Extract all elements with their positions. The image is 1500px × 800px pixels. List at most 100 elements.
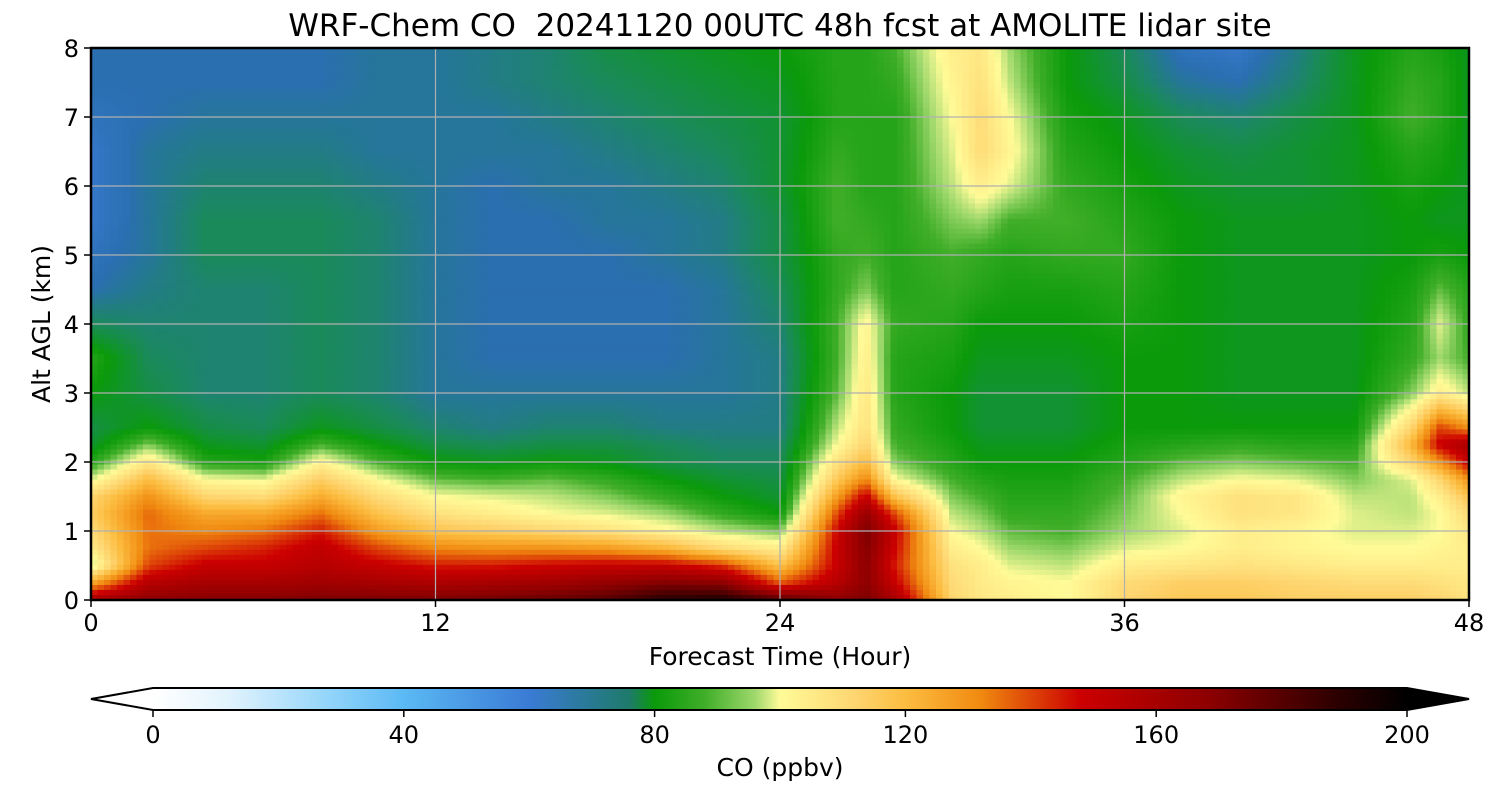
heatmap-cell [1242, 68, 1249, 74]
heatmap-cell [728, 88, 735, 94]
heatmap-cell [1079, 88, 1086, 94]
heatmap-cell [189, 73, 196, 79]
heatmap-cell [1008, 98, 1015, 104]
heatmap-cell [169, 108, 176, 114]
heatmap-cell [514, 58, 521, 64]
heatmap-cell [1313, 53, 1320, 59]
heatmap-cell [1053, 88, 1060, 94]
heatmap-cell [728, 73, 735, 79]
heatmap-cell [832, 108, 839, 114]
heatmap-cell [507, 78, 514, 84]
heatmap-cell [624, 108, 631, 114]
heatmap-cell [540, 58, 547, 64]
heatmap-cell [1274, 88, 1281, 94]
heatmap-cell [936, 113, 943, 119]
heatmap-cell [111, 98, 118, 104]
heatmap-cell [1092, 78, 1099, 84]
heatmap-cell [1151, 78, 1158, 84]
heatmap-cell [208, 118, 215, 124]
heatmap-cell [1443, 58, 1450, 64]
heatmap-cell [741, 58, 748, 64]
heatmap-cell [1053, 68, 1060, 74]
heatmap-cell [501, 93, 508, 99]
heatmap-cell [1307, 88, 1314, 94]
heatmap-cell [1112, 83, 1119, 89]
heatmap-cell [891, 63, 898, 69]
heatmap-cell [1313, 108, 1320, 114]
heatmap-cell [1430, 68, 1437, 74]
heatmap-cell [195, 93, 202, 99]
heatmap-cell [254, 78, 261, 84]
heatmap-cell [1372, 83, 1379, 89]
heatmap-cell [273, 58, 280, 64]
heatmap-cell [260, 58, 267, 64]
heatmap-cell [98, 83, 105, 89]
heatmap-cell [670, 93, 677, 99]
heatmap-cell [1294, 103, 1301, 109]
heatmap-cell [1190, 63, 1197, 69]
heatmap-cell [696, 53, 703, 59]
heatmap-cell [982, 53, 989, 59]
heatmap-cell [260, 118, 267, 124]
heatmap-cell [592, 68, 599, 74]
heatmap-cell [839, 93, 846, 99]
heatmap-cell [572, 78, 579, 84]
heatmap-cell [1170, 93, 1177, 99]
heatmap-cell [234, 98, 241, 104]
heatmap-cell [618, 53, 625, 59]
heatmap-cell [845, 68, 852, 74]
heatmap-cell [403, 53, 410, 59]
heatmap-cell [1424, 53, 1431, 59]
heatmap-cell [358, 103, 365, 109]
heatmap-cell [644, 88, 651, 94]
heatmap-cell [930, 113, 937, 119]
heatmap-cell [748, 88, 755, 94]
heatmap-cell [982, 103, 989, 109]
heatmap-cell [995, 78, 1002, 84]
heatmap-cell [1060, 68, 1067, 74]
heatmap-cell [221, 78, 228, 84]
heatmap-cell [819, 53, 826, 59]
heatmap-cell [527, 53, 534, 59]
heatmap-cell [1183, 83, 1190, 89]
heatmap-cell [364, 78, 371, 84]
heatmap-cell [982, 83, 989, 89]
heatmap-cell [267, 93, 274, 99]
heatmap-cell [865, 88, 872, 94]
heatmap-cell [1261, 83, 1268, 89]
heatmap-cell [1190, 58, 1197, 64]
heatmap-cell [566, 113, 573, 119]
heatmap-cell [1300, 53, 1307, 59]
heatmap-cell [767, 78, 774, 84]
heatmap-cell [793, 83, 800, 89]
heatmap-cell [1060, 103, 1067, 109]
heatmap-cell [813, 63, 820, 69]
heatmap-cell [293, 73, 300, 79]
heatmap-cell [1235, 88, 1242, 94]
heatmap-cell [1105, 58, 1112, 64]
heatmap-cell [455, 53, 462, 59]
heatmap-cell [761, 83, 768, 89]
heatmap-cell [1177, 83, 1184, 89]
heatmap-cell [566, 63, 573, 69]
heatmap-cell [1196, 58, 1203, 64]
heatmap-cell [1300, 58, 1307, 64]
heatmap-cell [423, 113, 430, 119]
heatmap-cell [436, 108, 443, 114]
heatmap-cell [221, 58, 228, 64]
heatmap-cell [481, 78, 488, 84]
heatmap-cell [1092, 88, 1099, 94]
heatmap-cell [1131, 108, 1138, 114]
heatmap-cell [540, 78, 547, 84]
heatmap-cell [728, 53, 735, 59]
heatmap-cell [826, 53, 833, 59]
heatmap-cell [319, 63, 326, 69]
heatmap-cell [1261, 53, 1268, 59]
heatmap-cell [579, 73, 586, 79]
heatmap-cell [735, 68, 742, 74]
heatmap-cell [345, 98, 352, 104]
heatmap-cell [156, 93, 163, 99]
heatmap-cell [1391, 78, 1398, 84]
heatmap-cell [715, 73, 722, 79]
heatmap-cell [540, 63, 547, 69]
